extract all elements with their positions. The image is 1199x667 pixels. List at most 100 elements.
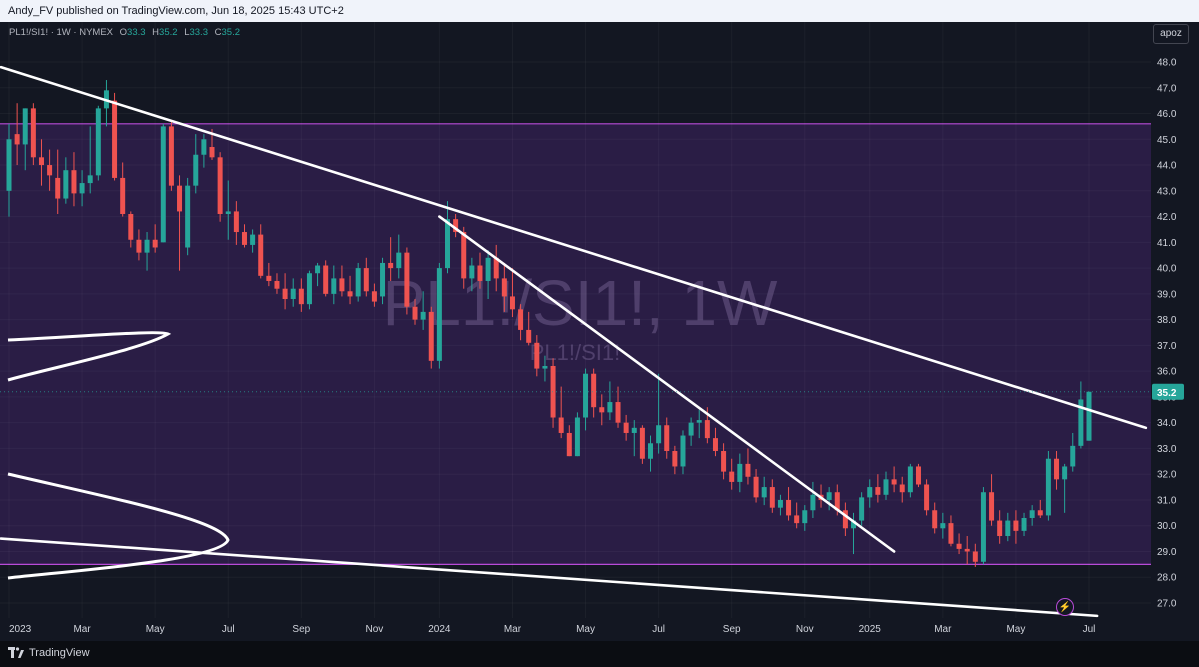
candle-body xyxy=(177,185,183,212)
y-tick-label: 47.0 xyxy=(1157,83,1177,94)
candle-body xyxy=(1070,445,1076,467)
volume-profile-upper-curve xyxy=(7,331,172,382)
candle-up xyxy=(1062,463,1068,513)
candle-up xyxy=(761,476,767,506)
candle-up xyxy=(201,134,207,168)
candle-body xyxy=(38,157,44,166)
candle-body xyxy=(274,280,280,289)
candle-down xyxy=(664,417,670,459)
candle-up xyxy=(331,265,337,305)
candle-up xyxy=(87,126,93,194)
candle-down xyxy=(323,260,329,297)
candle-up xyxy=(79,170,85,207)
candle-up xyxy=(1070,432,1076,472)
y-tick-label: 45.0 xyxy=(1157,135,1177,146)
candle-down xyxy=(477,252,483,289)
candle-body xyxy=(209,147,215,158)
legend-low-label: L xyxy=(184,27,190,38)
candle-body xyxy=(932,510,938,529)
tradingview-logo[interactable]: TradingView xyxy=(8,647,90,659)
candle-down xyxy=(729,458,735,490)
time-axis[interactable] xyxy=(0,618,1151,641)
candle-down xyxy=(615,386,621,428)
scale-mode-button[interactable]: apoz xyxy=(1153,24,1189,44)
candle-body xyxy=(47,165,53,176)
candle-body xyxy=(745,463,751,477)
candle-body xyxy=(404,252,410,307)
candle-up xyxy=(777,494,783,516)
candle-body xyxy=(972,551,978,562)
candle-down xyxy=(786,487,792,521)
candle-body xyxy=(639,427,645,459)
candle-down xyxy=(388,237,394,281)
candle-body xyxy=(453,219,459,233)
candle-body xyxy=(136,239,142,253)
candle-down xyxy=(948,515,954,547)
x-tick-label: Jul xyxy=(652,624,665,635)
candle-body xyxy=(891,479,897,485)
candle-down xyxy=(371,283,377,307)
candle-body xyxy=(851,520,857,529)
symbol-legend[interactable]: PL1!/SI1! · 1W · NYMEX O33.3 H35.2 L33.3… xyxy=(9,27,240,38)
y-tick-label: 33.0 xyxy=(1157,444,1177,455)
candle-down xyxy=(1037,499,1043,518)
candle-body xyxy=(924,484,930,511)
candle-body xyxy=(672,451,678,467)
candle-body xyxy=(420,311,426,320)
candle-body xyxy=(566,432,572,457)
x-tick-label: Nov xyxy=(366,624,384,635)
tradingview-logo-icon xyxy=(8,647,24,658)
candle-body xyxy=(1078,399,1084,446)
last-price-marker: 35.2 xyxy=(0,383,1184,400)
candle-down xyxy=(501,262,507,312)
candle-up xyxy=(810,481,816,518)
candle-body xyxy=(648,443,654,459)
x-tick-label: Mar xyxy=(73,624,91,635)
x-tick-label: May xyxy=(146,624,165,635)
candle-down xyxy=(30,103,36,166)
candle-body xyxy=(241,232,247,245)
candle-body xyxy=(534,342,540,369)
price-axis[interactable] xyxy=(1151,22,1199,641)
candle-up xyxy=(315,262,321,287)
x-tick-label: Mar xyxy=(504,624,522,635)
x-tick-label: Jul xyxy=(222,624,235,635)
legend-symbol: PL1!/SI1! · 1W · NYMEX xyxy=(9,27,113,38)
y-tick-label: 43.0 xyxy=(1157,186,1177,197)
lightning-icon[interactable]: ⚡ xyxy=(1056,598,1074,616)
candle-body xyxy=(899,484,905,493)
candle-down xyxy=(14,103,20,166)
candle-body xyxy=(331,278,337,294)
candle-body xyxy=(201,139,207,155)
candle-down xyxy=(924,479,930,516)
candle-down xyxy=(915,463,921,488)
candle-body xyxy=(363,268,369,292)
y-tick-label: 28.0 xyxy=(1157,573,1177,584)
candle-body xyxy=(1062,466,1068,480)
trendline-3 xyxy=(0,537,1099,618)
candle-body xyxy=(558,417,564,433)
candle-up xyxy=(574,412,580,457)
candle-body xyxy=(22,108,28,145)
candle-up xyxy=(63,157,69,204)
candle-down xyxy=(71,152,77,207)
candle-body xyxy=(875,487,881,495)
candle-body xyxy=(518,309,524,330)
candle-body xyxy=(87,175,93,184)
candle-body xyxy=(501,278,507,297)
candle-body xyxy=(834,492,840,511)
candle-body xyxy=(1013,520,1019,531)
candle-body xyxy=(144,239,150,253)
candle-up xyxy=(1005,512,1011,542)
candle-down xyxy=(518,304,524,341)
candle-down xyxy=(347,275,353,305)
y-tick-label: 32.0 xyxy=(1157,470,1177,481)
candle-down xyxy=(875,474,881,503)
y-tick-label: 31.0 xyxy=(1157,495,1177,506)
candle-up xyxy=(355,262,361,302)
candle-down xyxy=(120,162,126,217)
candle-down xyxy=(997,510,1003,544)
candle-up xyxy=(144,232,150,271)
candle-body xyxy=(193,154,199,186)
